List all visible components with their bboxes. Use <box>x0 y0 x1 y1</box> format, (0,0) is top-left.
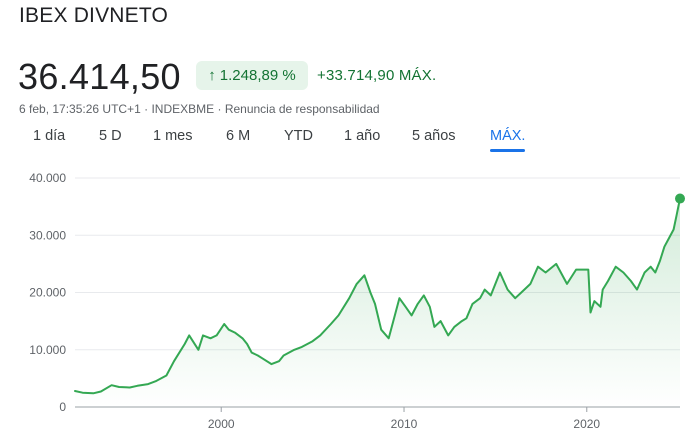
last-point-marker <box>675 193 685 204</box>
change-percent-value: 1.248,89 % <box>219 67 296 84</box>
y-tick-label: 30.000 <box>29 228 66 242</box>
arrow-up-icon: ↑ <box>208 67 216 84</box>
tab-1-day[interactable]: 1 día <box>33 128 66 144</box>
timestamp: 6 feb, 17:35:26 UTC+1 <box>19 102 141 116</box>
separator: · <box>144 102 149 116</box>
page-title: IBEX DIVNETO <box>19 4 169 27</box>
tab-5-years[interactable]: 5 años <box>412 128 456 144</box>
change-absolute: +33.714,90 MÁX. <box>317 67 437 84</box>
y-tick-label: 10.000 <box>29 343 66 357</box>
current-price: 36.414,50 <box>18 56 181 97</box>
y-axis-labels: 0 10.000 20.000 30.000 40.000 <box>29 171 66 414</box>
x-tick-label: 2020 <box>573 417 600 431</box>
tab-1-month[interactable]: 1 mes <box>153 128 193 144</box>
x-axis-labels: 2000 2010 2020 <box>208 407 600 431</box>
price-chart[interactable]: 0 10.000 20.000 30.000 40.000 2000 2010 2020 <box>0 160 690 435</box>
tab-max[interactable]: MÁX. <box>490 128 526 152</box>
disclaimer-link[interactable]: Renuncia de responsabilidad <box>224 102 380 116</box>
tab-6-months[interactable]: 6 M <box>226 128 251 144</box>
exchange: INDEXBME <box>151 102 215 116</box>
tab-ytd[interactable]: YTD <box>284 128 313 144</box>
y-tick-label: 40.000 <box>29 171 66 185</box>
y-tick-label: 20.000 <box>29 286 66 300</box>
tab-5-days[interactable]: 5 D <box>99 128 122 144</box>
x-tick-label: 2010 <box>391 417 418 431</box>
series-line <box>74 197 681 395</box>
series-area <box>75 198 680 407</box>
separator: · <box>217 102 222 116</box>
change-percent-badge: ↑ 1.248,89 % <box>196 61 308 90</box>
tab-1-year[interactable]: 1 año <box>344 128 381 144</box>
y-tick-label: 0 <box>59 400 66 414</box>
x-tick-label: 2000 <box>208 417 235 431</box>
quote-meta: 6 feb, 17:35:26 UTC+1 · INDEXBME · Renun… <box>19 102 380 116</box>
